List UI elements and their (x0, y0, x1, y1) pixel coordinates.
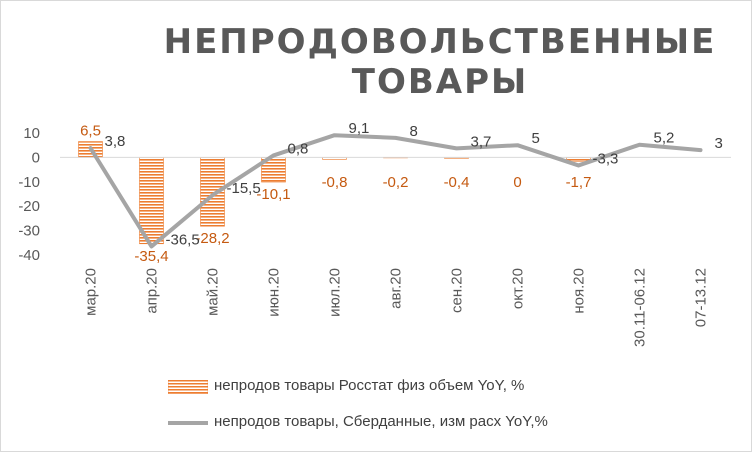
y-tick-label: 10 (23, 125, 40, 142)
line-data-label: -15,5 (227, 180, 261, 197)
x-tick-label: июн.20 (266, 268, 283, 317)
bar-data-label: 0 (513, 174, 521, 191)
bar-data-label: -0,4 (444, 174, 470, 191)
x-tick-label: сен.20 (449, 268, 466, 313)
line-data-label: -3,3 (593, 150, 619, 167)
line-data-label: 5 (532, 130, 540, 147)
chart-title-line1: НЕПРОДОВОЛЬСТВЕННЫЕ (163, 22, 717, 62)
bar-data-label: -0,8 (322, 174, 348, 191)
legend-swatch-line (168, 421, 208, 425)
line-data-label: 3 (715, 135, 723, 152)
line-data-label: 9,1 (349, 120, 370, 137)
line-data-label: 0,8 (288, 140, 309, 157)
x-tick-label: мар.20 (83, 268, 100, 316)
series-line (88, 133, 703, 249)
bar-data-label: -28,2 (195, 230, 229, 247)
x-tick-label: 07-13.12 (693, 268, 710, 327)
line-data-label: 3,8 (105, 133, 126, 150)
chart-title-line2: ТОВАРЫ (351, 62, 529, 102)
legend-item-line: непродов товары, Сберданные, изм расх Yo… (168, 413, 638, 433)
line-data-label: 5,2 (654, 130, 675, 147)
line-data-label: -36,5 (166, 231, 200, 248)
bar-data-label: -1,7 (566, 174, 592, 191)
legend-item-bar: непродов товары Росстат физ объем YoY, % (168, 377, 588, 397)
x-tick-label: июл.20 (327, 268, 344, 317)
x-tick-label: 30.11-06.12 (632, 268, 649, 347)
x-tick-label: ноя.20 (571, 268, 588, 314)
legend-swatch-bar (168, 380, 208, 394)
line-data-label: 8 (410, 123, 418, 140)
y-tick-label: -30 (18, 223, 40, 240)
bar-data-label: 6,5 (80, 123, 101, 140)
bar-data-label: -0,2 (383, 174, 409, 191)
x-tick-label: апр.20 (144, 268, 161, 314)
y-tick-label: -40 (18, 247, 40, 264)
x-tick-label: авг.20 (388, 268, 405, 309)
bar-data-label: -10,1 (256, 186, 290, 203)
y-tick-label: -10 (18, 174, 40, 191)
legend-label-line: непродов товары, Сберданные, изм расх Yo… (214, 413, 548, 430)
x-tick-label: май.20 (205, 268, 222, 316)
y-tick-label: 0 (32, 149, 40, 166)
y-tick-label: -20 (18, 198, 40, 215)
legend-label-bar: непродов товары Росстат физ объем YoY, % (214, 377, 525, 394)
x-tick-label: окт.20 (510, 268, 527, 309)
bar-data-label: -35,4 (134, 248, 168, 265)
line-data-label: 3,7 (471, 133, 492, 150)
